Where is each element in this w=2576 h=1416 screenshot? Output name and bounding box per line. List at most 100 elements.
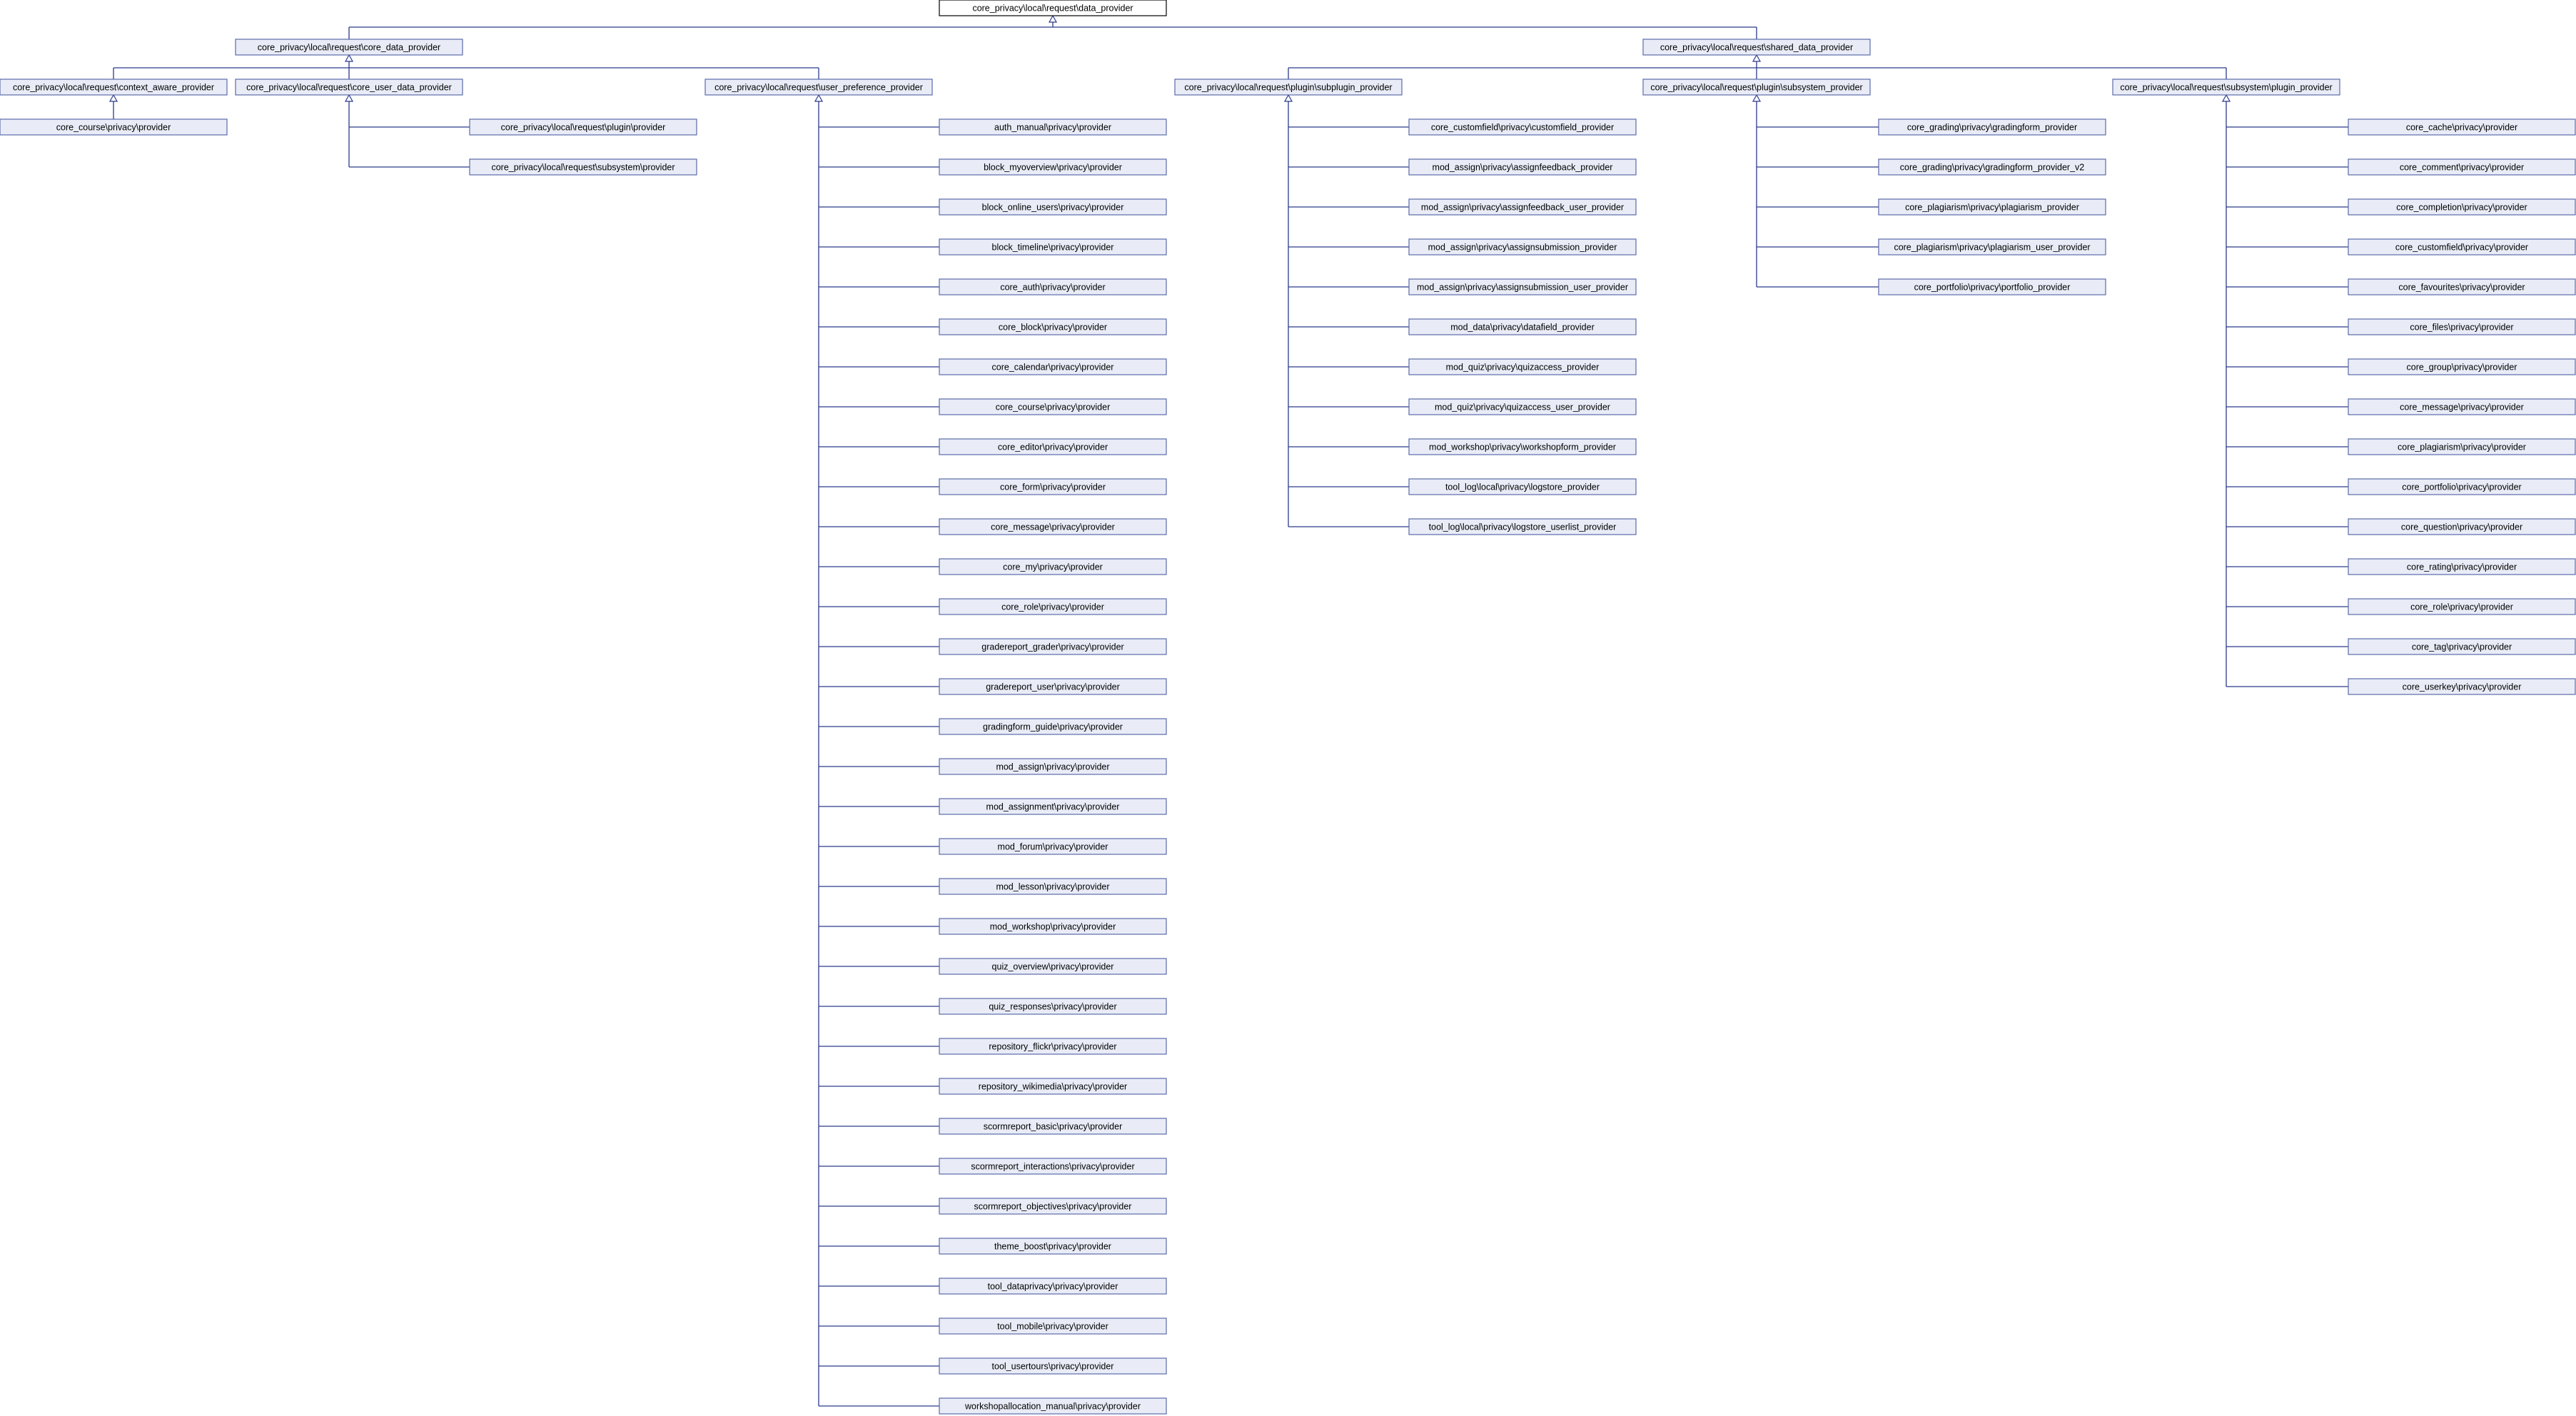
node-plugin-provider-core-plagiarism-privacy-provider[interactable]: core_plagiarism\privacy\provider: [2348, 438, 2576, 455]
node-user-preference-provider-mod-lesson-privacy-provider[interactable]: mod_lesson\privacy\provider: [939, 878, 1167, 895]
node-core-data-provider[interactable]: core_privacy\local\request\core_data_pro…: [235, 39, 463, 56]
node-user-preference-provider-core-editor-privacy-provider[interactable]: core_editor\privacy\provider: [939, 438, 1167, 455]
node-user-preference-provider-scormreport-basic-privacy-provider[interactable]: scormreport_basic\privacy\provider: [939, 1118, 1167, 1135]
node-subplugin-provider-mod-assign-privacy-assignsubmission-provider[interactable]: mod_assign\privacy\assignsubmission_prov…: [1408, 238, 1637, 256]
node-user-preference-provider-core-block-privacy-provider[interactable]: core_block\privacy\provider: [939, 318, 1167, 335]
node-user-preference-provider-core-course-privacy-provider[interactable]: core_course\privacy\provider: [939, 398, 1167, 415]
node-context-aware-provider[interactable]: core_privacy\local\request\context_aware…: [0, 79, 228, 96]
root-node-box: [939, 0, 1167, 16]
node-subplugin-provider-mod-workshop-privacy-workshopform-provider[interactable]: mod_workshop\privacy\workshopform_provid…: [1408, 438, 1637, 455]
node-user-preference-provider-block-myoverview-privacy-provider[interactable]: block_myoverview\privacy\provider: [939, 158, 1167, 176]
node-user-preference-provider-box: [704, 79, 933, 96]
node-user-preference-provider-auth-manual-privacy-provider[interactable]: auth_manual\privacy\provider: [939, 118, 1167, 136]
node-user-preference-provider-quiz-responses-privacy-provider[interactable]: quiz_responses\privacy\provider: [939, 998, 1167, 1015]
node-user-preference-provider-core-my-privacy-provider[interactable]: core_my\privacy\provider: [939, 558, 1167, 575]
node-subplugin-provider-mod-assign-privacy-assignfeedback-user-provider-label: mod_assign\privacy\assignfeedback_user_p…: [1421, 203, 1624, 213]
node-user-preference-provider-core-auth-privacy-provider[interactable]: core_auth\privacy\provider: [939, 278, 1167, 295]
node-subsystem-provider-core-plagiarism-privacy-plagiarism-user-provider[interactable]: core_plagiarism\privacy\plagiarism_user_…: [1878, 238, 2106, 256]
node-user-preference-provider-tool-mobile-privacy-provider-box: [939, 1318, 1167, 1335]
node-user-preference-provider-mod-assignment-privacy-provider[interactable]: mod_assignment\privacy\provider: [939, 798, 1167, 815]
node-subplugin-provider-mod-quiz-privacy-quizaccess-provider-label: mod_quiz\privacy\quizaccess_provider: [1446, 363, 1600, 373]
node-plugin-provider-core-message-privacy-provider-box: [2348, 398, 2576, 415]
node-core-course-privacy-provider[interactable]: core_course\privacy\provider: [0, 118, 228, 136]
node-subplugin-provider-tool-log-local-privacy-logstore-userlist-provider[interactable]: tool_log\local\privacy\logstore_userlist…: [1408, 518, 1637, 535]
node-user-preference-provider-core-role-privacy-provider[interactable]: core_role\privacy\provider: [939, 598, 1167, 615]
node-plugin-provider-core-userkey-privacy-provider[interactable]: core_userkey\privacy\provider: [2348, 678, 2576, 695]
node-user-preference-provider-tool-dataprivacy-privacy-provider[interactable]: tool_dataprivacy\privacy\provider: [939, 1278, 1167, 1295]
node-plugin-provider-core-comment-privacy-provider[interactable]: core_comment\privacy\provider: [2348, 158, 2576, 176]
node-user-preference-provider-repository-flickr-privacy-provider[interactable]: repository_flickr\privacy\provider: [939, 1038, 1167, 1055]
node-user-preference-provider-core-message-privacy-provider[interactable]: core_message\privacy\provider: [939, 518, 1167, 535]
node-user-preference-provider-mod-lesson-privacy-provider-label: mod_lesson\privacy\provider: [996, 882, 1109, 892]
node-user-preference-provider-repository-wikimedia-privacy-provider[interactable]: repository_wikimedia\privacy\provider: [939, 1078, 1167, 1095]
node-subplugin-provider-tool-log-local-privacy-logstore-provider[interactable]: tool_log\local\privacy\logstore_provider: [1408, 478, 1637, 495]
node-plugin-provider-core-cache-privacy-provider-label: core_cache\privacy\provider: [2406, 123, 2517, 133]
node-user-preference-provider-theme-boost-privacy-provider[interactable]: theme_boost\privacy\provider: [939, 1238, 1167, 1255]
node-core-user-data-provider-box: [235, 79, 463, 96]
node-user-preference-provider-gradingform-guide-privacy-provider[interactable]: gradingform_guide\privacy\provider: [939, 718, 1167, 735]
node-user-preference-provider-mod-forum-privacy-provider[interactable]: mod_forum\privacy\provider: [939, 838, 1167, 855]
node-subplugin-provider-mod-data-privacy-datafield-provider[interactable]: mod_data\privacy\datafield_provider: [1408, 318, 1637, 335]
node-plugin-provider-core-completion-privacy-provider[interactable]: core_completion\privacy\provider: [2348, 198, 2576, 216]
node-subplugin-provider-mod-quiz-privacy-quizaccess-provider[interactable]: mod_quiz\privacy\quizaccess_provider: [1408, 358, 1637, 375]
node-subplugin-provider-mod-assign-privacy-assignfeedback-provider[interactable]: mod_assign\privacy\assignfeedback_provid…: [1408, 158, 1637, 176]
node-plugin-provider-core-favourites-privacy-provider[interactable]: core_favourites\privacy\provider: [2348, 278, 2576, 295]
node-user-preference-provider-block-online-users-privacy-provider[interactable]: block_online_users\privacy\provider: [939, 198, 1167, 216]
node-user-preference-provider-scormreport-interactions-privacy-provider[interactable]: scormreport_interactions\privacy\provide…: [939, 1158, 1167, 1175]
node-plugin-provider-core-tag-privacy-provider[interactable]: core_tag\privacy\provider: [2348, 638, 2576, 655]
root-node[interactable]: core_privacy\local\request\data_provider: [939, 0, 1167, 16]
node-core-user-data-provider-core-privacy-local-request-subsystem-provider[interactable]: core_privacy\local\request\subsystem\pro…: [469, 158, 697, 176]
node-subplugin-provider[interactable]: core_privacy\local\request\plugin\subplu…: [1174, 79, 1403, 96]
node-subsystem-provider-core-plagiarism-privacy-plagiarism-provider[interactable]: core_plagiarism\privacy\plagiarism_provi…: [1878, 198, 2106, 216]
node-user-preference-provider-mod-assign-privacy-provider[interactable]: mod_assign\privacy\provider: [939, 758, 1167, 775]
node-user-preference-provider-quiz-responses-privacy-provider-label: quiz_responses\privacy\provider: [989, 1002, 1116, 1012]
node-plugin-provider-core-group-privacy-provider[interactable]: core_group\privacy\provider: [2348, 358, 2576, 375]
node-plugin-provider-core-role-privacy-provider[interactable]: core_role\privacy\provider: [2348, 598, 2576, 615]
node-plugin-provider-core-rating-privacy-provider[interactable]: core_rating\privacy\provider: [2348, 558, 2576, 575]
node-plugin-provider[interactable]: core_privacy\local\request\subsystem\plu…: [2112, 79, 2340, 96]
node-user-preference-provider-block-timeline-privacy-provider[interactable]: block_timeline\privacy\provider: [939, 238, 1167, 256]
node-user-preference-provider-tool-usertours-privacy-provider-label: tool_usertours\privacy\provider: [992, 1362, 1114, 1372]
node-subplugin-provider-mod-assign-privacy-assignfeedback-user-provider[interactable]: mod_assign\privacy\assignfeedback_user_p…: [1408, 198, 1637, 216]
node-plugin-provider-core-message-privacy-provider[interactable]: core_message\privacy\provider: [2348, 398, 2576, 415]
node-subplugin-provider-tool-log-local-privacy-logstore-provider-box: [1408, 478, 1637, 495]
node-user-preference-provider-tool-usertours-privacy-provider[interactable]: tool_usertours\privacy\provider: [939, 1357, 1167, 1375]
node-plugin-provider-core-message-privacy-provider-label: core_message\privacy\provider: [2400, 403, 2524, 413]
node-user-preference-provider-core-calendar-privacy-provider[interactable]: core_calendar\privacy\provider: [939, 358, 1167, 375]
node-subplugin-provider-mod-workshop-privacy-workshopform-provider-label: mod_workshop\privacy\workshopform_provid…: [1429, 442, 1616, 452]
node-plugin-provider-core-favourites-privacy-provider-label: core_favourites\privacy\provider: [2398, 283, 2525, 293]
node-user-preference-provider-gradereport-user-privacy-provider[interactable]: gradereport_user\privacy\provider: [939, 678, 1167, 695]
node-user-preference-provider-quiz-overview-privacy-provider[interactable]: quiz_overview\privacy\provider: [939, 958, 1167, 975]
node-subplugin-provider-mod-data-privacy-datafield-provider-box: [1408, 318, 1637, 335]
node-subsystem-provider-core-grading-privacy-gradingform-provider-v2[interactable]: core_grading\privacy\gradingform_provide…: [1878, 158, 2106, 176]
node-subplugin-provider-mod-quiz-privacy-quizaccess-user-provider[interactable]: mod_quiz\privacy\quizaccess_user_provide…: [1408, 398, 1637, 415]
node-plugin-provider-core-cache-privacy-provider[interactable]: core_cache\privacy\provider: [2348, 118, 2576, 136]
node-subsystem-provider-core-grading-privacy-gradingform-provider[interactable]: core_grading\privacy\gradingform_provide…: [1878, 118, 2106, 136]
node-plugin-provider-core-question-privacy-provider[interactable]: core_question\privacy\provider: [2348, 518, 2576, 535]
node-user-preference-provider-tool-mobile-privacy-provider[interactable]: tool_mobile\privacy\provider: [939, 1318, 1167, 1335]
node-core-user-data-provider[interactable]: core_privacy\local\request\core_user_dat…: [235, 79, 463, 96]
node-plugin-provider-core-files-privacy-provider[interactable]: core_files\privacy\provider: [2348, 318, 2576, 335]
node-user-preference-provider-core-form-privacy-provider[interactable]: core_form\privacy\provider: [939, 478, 1167, 495]
node-subsystem-provider[interactable]: core_privacy\local\request\plugin\subsys…: [1642, 79, 1871, 96]
node-plugin-provider-core-customfield-privacy-provider[interactable]: core_customfield\privacy\provider: [2348, 238, 2576, 256]
node-user-preference-provider-scormreport-objectives-privacy-provider[interactable]: scormreport_objectives\privacy\provider: [939, 1198, 1167, 1215]
node-subplugin-provider-mod-assign-privacy-assignsubmission-user-provider[interactable]: mod_assign\privacy\assignsubmission_user…: [1408, 278, 1637, 295]
node-user-preference-provider-mod-workshop-privacy-provider[interactable]: mod_workshop\privacy\provider: [939, 918, 1167, 935]
node-user-preference-provider-gradereport-grader-privacy-provider[interactable]: gradereport_grader\privacy\provider: [939, 638, 1167, 655]
node-user-preference-provider-workshopallocation-manual-privacy-provider[interactable]: workshopallocation_manual\privacy\provid…: [939, 1397, 1167, 1415]
node-user-preference-provider-scormreport-interactions-privacy-provider-label: scormreport_interactions\privacy\provide…: [971, 1162, 1134, 1172]
node-subplugin-provider-core-customfield-privacy-customfield-provider[interactable]: core_customfield\privacy\customfield_pro…: [1408, 118, 1637, 136]
node-user-preference-provider[interactable]: core_privacy\local\request\user_preferen…: [704, 79, 933, 96]
node-plugin-provider-core-rating-privacy-provider-label: core_rating\privacy\provider: [2407, 562, 2517, 572]
node-subsystem-provider-core-portfolio-privacy-portfolio-provider[interactable]: core_portfolio\privacy\portfolio_provide…: [1878, 278, 2106, 295]
node-plugin-provider-core-question-privacy-provider-box: [2348, 518, 2576, 535]
node-plugin-provider-core-rating-privacy-provider-box: [2348, 558, 2576, 575]
node-plugin-provider-core-portfolio-privacy-provider[interactable]: core_portfolio\privacy\provider: [2348, 478, 2576, 495]
node-user-preference-provider-mod-assign-privacy-provider-box: [939, 758, 1167, 775]
node-user-preference-provider-tool-mobile-privacy-provider-label: tool_mobile\privacy\provider: [997, 1322, 1108, 1332]
node-shared-data-provider[interactable]: core_privacy\local\request\shared_data_p…: [1642, 39, 1871, 56]
node-core-user-data-provider-core-privacy-local-request-plugin-provider[interactable]: core_privacy\local\request\plugin\provid…: [469, 118, 697, 136]
node-user-preference-provider-repository-flickr-privacy-provider-label: repository_flickr\privacy\provider: [989, 1042, 1116, 1052]
